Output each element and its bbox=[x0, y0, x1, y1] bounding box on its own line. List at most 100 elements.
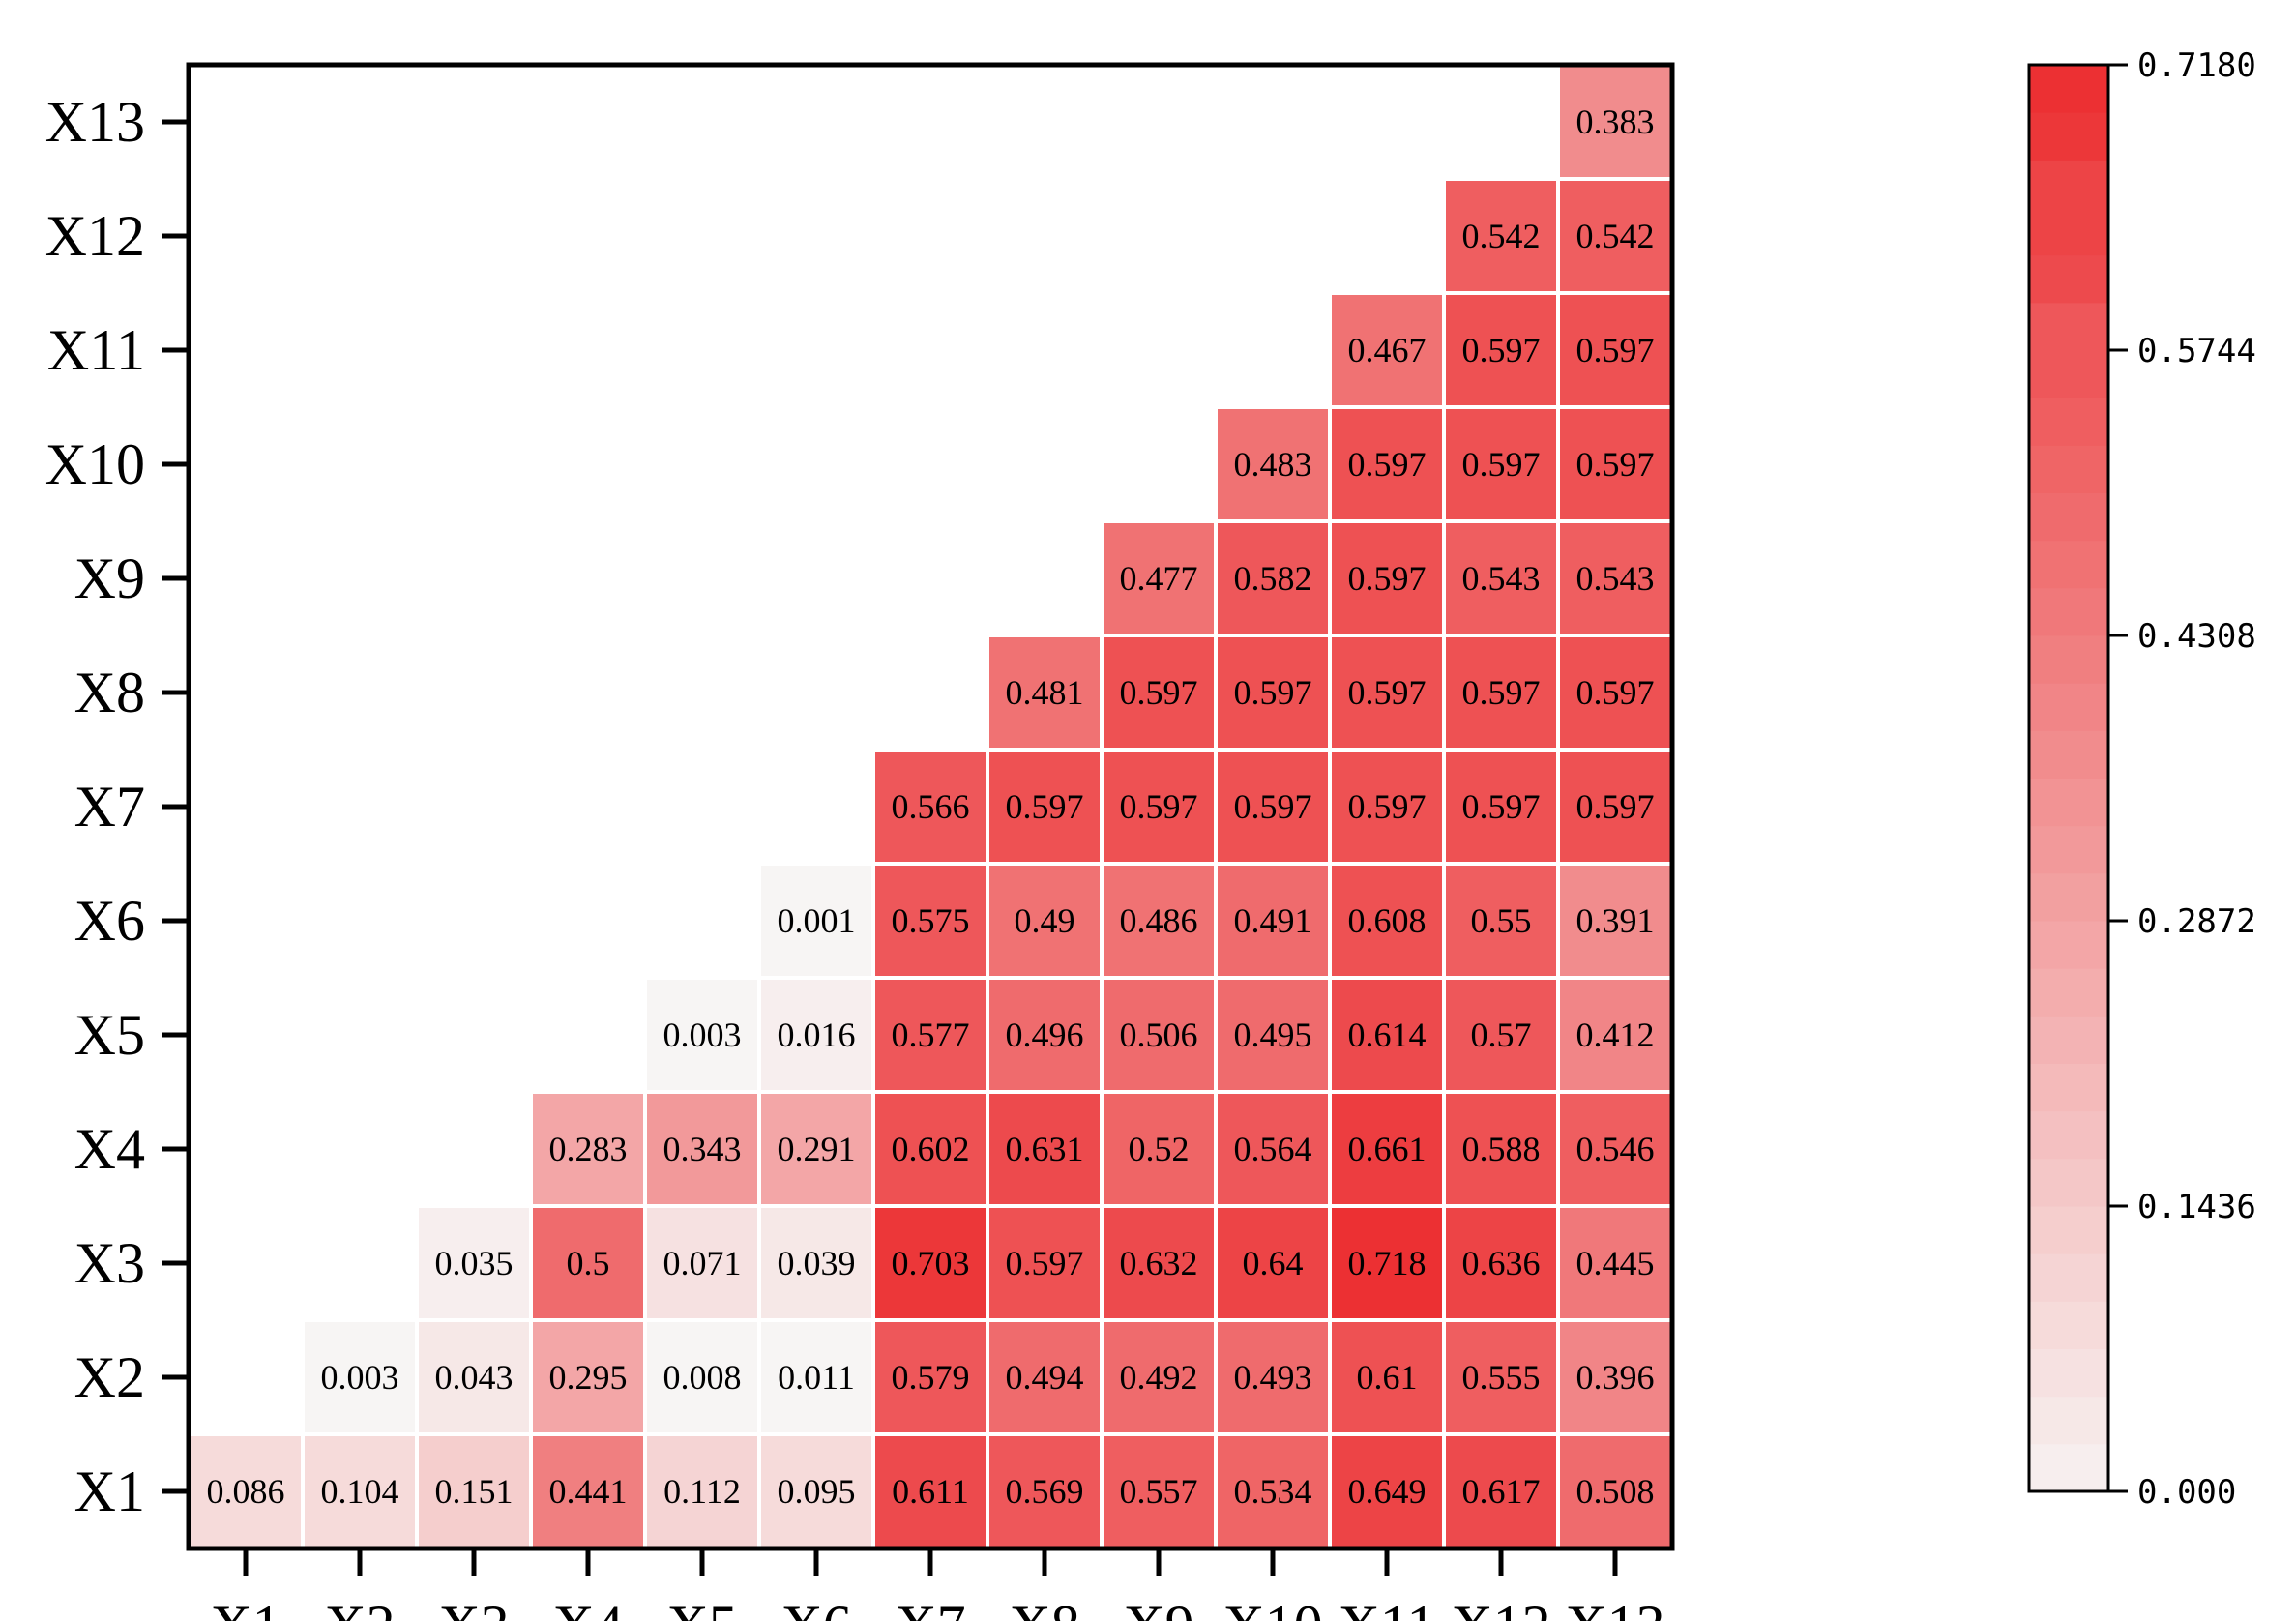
colorbar-segment bbox=[2029, 159, 2108, 208]
colorbar-segment bbox=[2029, 397, 2108, 446]
colorbar-segment bbox=[2029, 254, 2108, 304]
y-axis: X1 X2 X3 X4 X5 X6 X7 X8 X9 X10 X11 X12 X13 bbox=[45, 90, 189, 1523]
heatmap-cell bbox=[1328, 1318, 1446, 1436]
cell-value-label: 0.543 bbox=[1462, 559, 1541, 598]
cell-value-label: 0.55 bbox=[1471, 901, 1532, 940]
y-tick-label: X8 bbox=[74, 661, 145, 724]
cell-value-label: 0.003 bbox=[321, 1358, 399, 1397]
colorbar-segment bbox=[2029, 1063, 2108, 1112]
colorbar-tick-label: 0.5744 bbox=[2137, 332, 2256, 370]
cell-value-label: 0.542 bbox=[1576, 217, 1655, 255]
colorbar-segment bbox=[2029, 1110, 2108, 1160]
cell-value-label: 0.151 bbox=[435, 1472, 514, 1511]
cell-value-label: 0.477 bbox=[1120, 559, 1198, 598]
heatmap-cell bbox=[1328, 976, 1446, 1094]
colorbar-segment bbox=[2029, 825, 2108, 874]
cell-value-label: 0.64 bbox=[1243, 1244, 1304, 1282]
cell-value-label: 0.564 bbox=[1234, 1130, 1312, 1168]
colorbar: 0.000 0.1436 0.2872 0.4308 0.5744 0.7180 bbox=[2027, 46, 2256, 1512]
y-tick-label: X11 bbox=[47, 318, 145, 382]
heatmap-cell bbox=[871, 748, 989, 866]
heatmap-cell bbox=[1100, 748, 1218, 866]
cell-value-label: 0.597 bbox=[1576, 331, 1655, 369]
colorbar-segment bbox=[2029, 444, 2108, 493]
cell-value-label: 0.441 bbox=[549, 1472, 628, 1511]
colorbar-segment bbox=[2029, 302, 2108, 351]
heatmap-cell bbox=[1556, 1204, 1674, 1322]
heatmap-cell bbox=[1442, 1090, 1560, 1208]
cell-value-label: 0.542 bbox=[1462, 217, 1541, 255]
heatmap-cell bbox=[1442, 291, 1560, 409]
colorbar-segment bbox=[2029, 1348, 2108, 1398]
cell-value-label: 0.445 bbox=[1576, 1244, 1655, 1282]
cell-value-label: 0.597 bbox=[1462, 445, 1541, 484]
cell-value-label: 0.569 bbox=[1006, 1472, 1084, 1511]
cell-value-label: 0.703 bbox=[892, 1244, 970, 1282]
x-tick-label: X9 bbox=[1123, 1594, 1193, 1621]
colorbar-segment bbox=[2029, 1158, 2108, 1207]
cell-value-label: 0.718 bbox=[1348, 1244, 1427, 1282]
cell-value-label: 0.597 bbox=[1576, 445, 1655, 484]
cell-value-label: 0.614 bbox=[1348, 1016, 1427, 1054]
colorbar-segment bbox=[2029, 207, 2108, 256]
heatmap-cell bbox=[1442, 634, 1560, 752]
heatmap-cell bbox=[643, 1090, 761, 1208]
cell-value-label: 0.61 bbox=[1357, 1358, 1418, 1397]
cell-value-label: 0.396 bbox=[1576, 1358, 1655, 1397]
colorbar-tick-label: 0.7180 bbox=[2137, 46, 2256, 85]
x-tick-label: X11 bbox=[1338, 1594, 1435, 1621]
cell-value-label: 0.291 bbox=[778, 1130, 856, 1168]
heatmap-cell bbox=[643, 1318, 761, 1436]
heatmap-cell bbox=[757, 1204, 875, 1322]
x-tick-label: X4 bbox=[552, 1594, 623, 1621]
cell-value-label: 0.493 bbox=[1234, 1358, 1312, 1397]
heatmap-cell bbox=[1328, 862, 1446, 980]
cell-value-label: 0.597 bbox=[1348, 445, 1427, 484]
cell-value-label: 0.483 bbox=[1234, 445, 1312, 484]
x-tick-label: X6 bbox=[780, 1594, 851, 1621]
heatmap-cell bbox=[757, 976, 875, 1094]
heatmap-cell bbox=[1328, 748, 1446, 866]
heatmap-cell bbox=[1556, 63, 1674, 181]
cell-value-label: 0.597 bbox=[1348, 559, 1427, 598]
y-tick-label: X4 bbox=[74, 1117, 145, 1181]
heatmap-cell bbox=[1100, 862, 1218, 980]
cell-value-label: 0.295 bbox=[549, 1358, 628, 1397]
cell-value-label: 0.383 bbox=[1576, 103, 1655, 141]
y-tick-label: X10 bbox=[45, 432, 145, 496]
cell-value-label: 0.597 bbox=[1120, 787, 1198, 826]
cell-value-label: 0.481 bbox=[1006, 673, 1084, 712]
heatmap-cell bbox=[1556, 634, 1674, 752]
heatmap-cell bbox=[1556, 976, 1674, 1094]
y-tick-label: X9 bbox=[74, 546, 145, 610]
y-tick-label: X6 bbox=[74, 889, 145, 953]
colorbar-segment bbox=[2029, 1300, 2108, 1349]
heatmap-cell bbox=[1442, 1204, 1560, 1322]
heatmap-cell bbox=[1328, 291, 1446, 409]
colorbar-tick-label: 0.000 bbox=[2137, 1473, 2236, 1512]
cell-value-label: 0.043 bbox=[435, 1358, 514, 1397]
colorbar-segment bbox=[2029, 492, 2108, 542]
heatmap-cell bbox=[757, 862, 875, 980]
cell-value-label: 0.611 bbox=[892, 1472, 969, 1511]
x-tick-label: X10 bbox=[1222, 1594, 1322, 1621]
heatmap-cell bbox=[1442, 976, 1560, 1094]
cell-value-label: 0.577 bbox=[892, 1016, 970, 1054]
cell-value-label: 0.506 bbox=[1120, 1016, 1198, 1054]
cell-value-label: 0.555 bbox=[1462, 1358, 1541, 1397]
cell-value-labels: 0.086 0.104 0.151 0.441 0.112 0.095 0.611 0.569… bbox=[207, 103, 1655, 1511]
cell-value-label: 0.011 bbox=[778, 1358, 855, 1397]
heatmap-cell bbox=[643, 976, 761, 1094]
heatmap-cell bbox=[1556, 1318, 1674, 1436]
y-tick-label: X12 bbox=[45, 204, 145, 268]
heatmap-cell bbox=[757, 1432, 875, 1550]
colorbar-segment bbox=[2029, 1396, 2108, 1445]
cell-value-label: 0.597 bbox=[1348, 673, 1427, 712]
heatmap-cell bbox=[871, 976, 989, 1094]
x-tick-label: X13 bbox=[1565, 1594, 1664, 1621]
x-tick-label: X5 bbox=[666, 1594, 737, 1621]
cell-value-label: 0.566 bbox=[892, 787, 970, 826]
heatmap-cell bbox=[1214, 405, 1332, 523]
colorbar-segment bbox=[2029, 872, 2108, 922]
x-tick-label: X2 bbox=[324, 1594, 395, 1621]
